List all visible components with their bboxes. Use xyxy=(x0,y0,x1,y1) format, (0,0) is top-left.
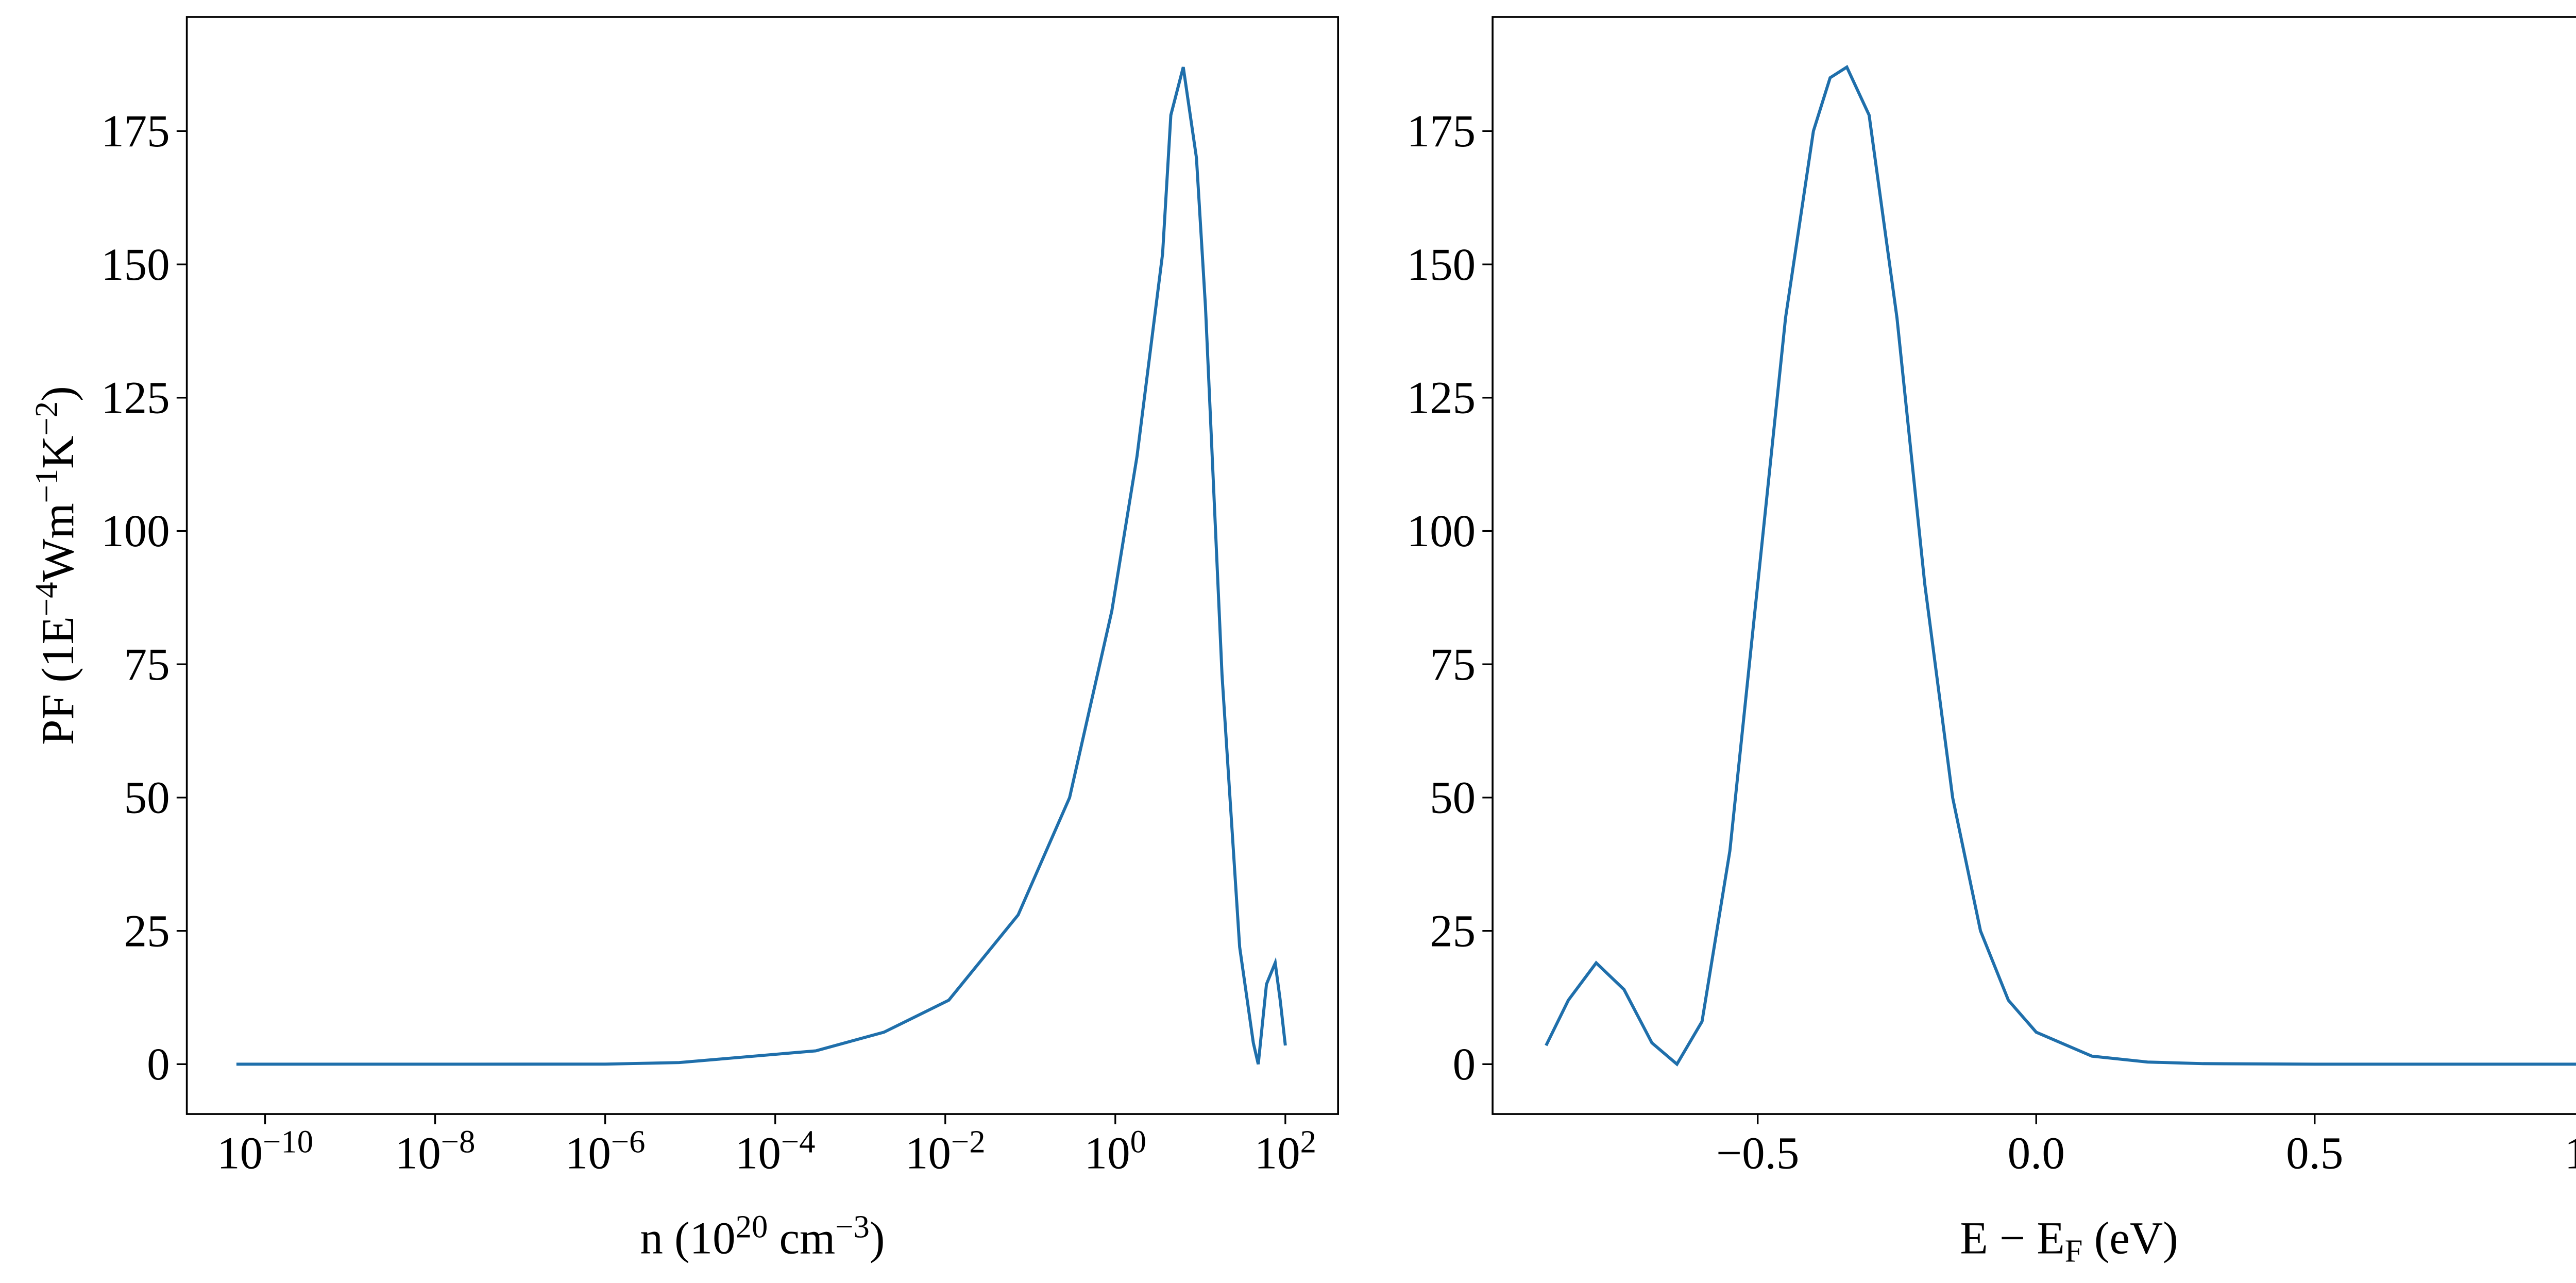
y-tick-label: 150 xyxy=(1407,240,1476,290)
y-tick-label: 100 xyxy=(1407,506,1476,556)
x-tick-label: 0.0 xyxy=(2008,1128,2065,1179)
axes-frame xyxy=(185,16,1339,1115)
x-tick-label: −0.5 xyxy=(1716,1128,1799,1179)
x-tick-label: 10−2 xyxy=(905,1123,986,1179)
y-tick-label: 125 xyxy=(101,373,170,423)
x-tick-label: 10−6 xyxy=(565,1123,646,1179)
y-tick-label: 150 xyxy=(101,240,170,290)
axes-frame xyxy=(1492,16,2576,1115)
y-tick-label: 25 xyxy=(124,906,170,956)
y-tick-label: 50 xyxy=(1430,773,1476,823)
y-tick-label: 175 xyxy=(1407,106,1476,157)
x-axis-label: n (1020 cm−3) xyxy=(640,1208,885,1263)
x-tick-label: 102 xyxy=(1255,1123,1316,1179)
x-tick-label: 1.0 xyxy=(2565,1128,2576,1179)
y-tick-label: 75 xyxy=(1430,639,1476,690)
x-tick-label: 0.5 xyxy=(2286,1128,2343,1179)
y-tick-label: 175 xyxy=(101,106,170,157)
x-axis-label: E − EF (eV) xyxy=(1960,1213,2178,1269)
x-tick-label: 10−10 xyxy=(217,1123,313,1179)
line xyxy=(236,66,1287,1066)
y-tick-label: 50 xyxy=(124,773,170,823)
line xyxy=(1545,64,2576,1067)
subplot: 0 25 50 75 100 125 150 175 10−10 10−8 10−6 10−4 10−2… xyxy=(28,16,1339,1263)
y-tick-label: 125 xyxy=(1407,373,1476,423)
x-tick-label: 10−8 xyxy=(395,1123,476,1179)
y-tick-label: 100 xyxy=(101,506,170,556)
y-tick-label: 75 xyxy=(124,639,170,690)
x-tick-label: 100 xyxy=(1084,1123,1146,1179)
subplot: 0 25 50 75 100 125 150 175 −0.5 0.0 0.5 1.0 E − EF (… xyxy=(1407,16,2576,1269)
y-axis-label: PF (1E−4Wm−1K−2) xyxy=(28,386,83,745)
y-tick-label: 25 xyxy=(1430,906,1476,956)
y-tick-label: 0 xyxy=(1453,1039,1476,1090)
x-tick-label: 10−4 xyxy=(735,1123,816,1179)
y-tick-label: 0 xyxy=(147,1039,170,1090)
